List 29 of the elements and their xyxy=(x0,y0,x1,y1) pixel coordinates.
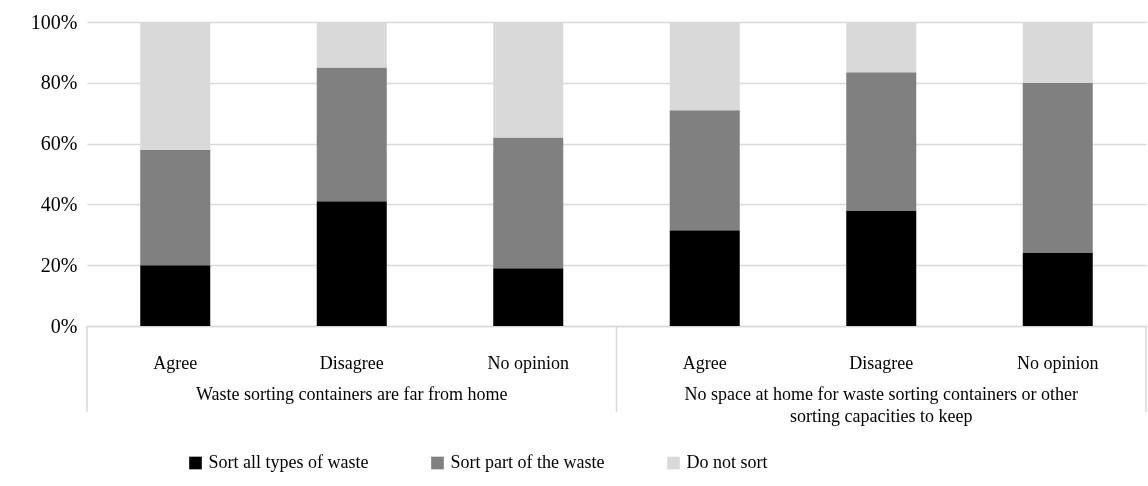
legend-label: Sort part of the waste xyxy=(450,452,605,472)
y-tick-label: 60% xyxy=(40,132,78,155)
bar xyxy=(140,149,211,266)
y-tick-label: 40% xyxy=(40,192,78,215)
bar xyxy=(1022,253,1093,326)
x-tick-label: No opinion xyxy=(1016,352,1099,373)
bar xyxy=(316,201,387,326)
text: No space at home for waste sorting containers or other sorting capacities to keep xyxy=(684,384,1078,426)
y-tick-label: 80% xyxy=(40,71,78,94)
bar xyxy=(493,137,564,269)
bar xyxy=(669,230,740,326)
bar xyxy=(140,265,211,326)
bar xyxy=(846,210,917,326)
legend-label: Sort all types of waste xyxy=(208,452,369,472)
bar xyxy=(846,72,917,211)
text: Waste sorting containers are far from home xyxy=(196,384,508,404)
x-tick-label: Disagree xyxy=(319,352,384,373)
x-tick-label: Agree xyxy=(153,352,198,373)
bar xyxy=(669,110,740,231)
bar xyxy=(316,67,387,202)
legend-label: Do not sort xyxy=(686,452,768,472)
bar xyxy=(1022,82,1093,254)
y-tick-label: 20% xyxy=(40,253,78,276)
x-tick-label: Agree xyxy=(682,352,727,373)
x-tick-label: Disagree xyxy=(849,352,914,373)
bar xyxy=(493,268,564,326)
y-tick-label: 100% xyxy=(30,10,78,33)
y-tick-label: 0% xyxy=(50,314,78,337)
x-tick-label: No opinion xyxy=(487,352,570,373)
